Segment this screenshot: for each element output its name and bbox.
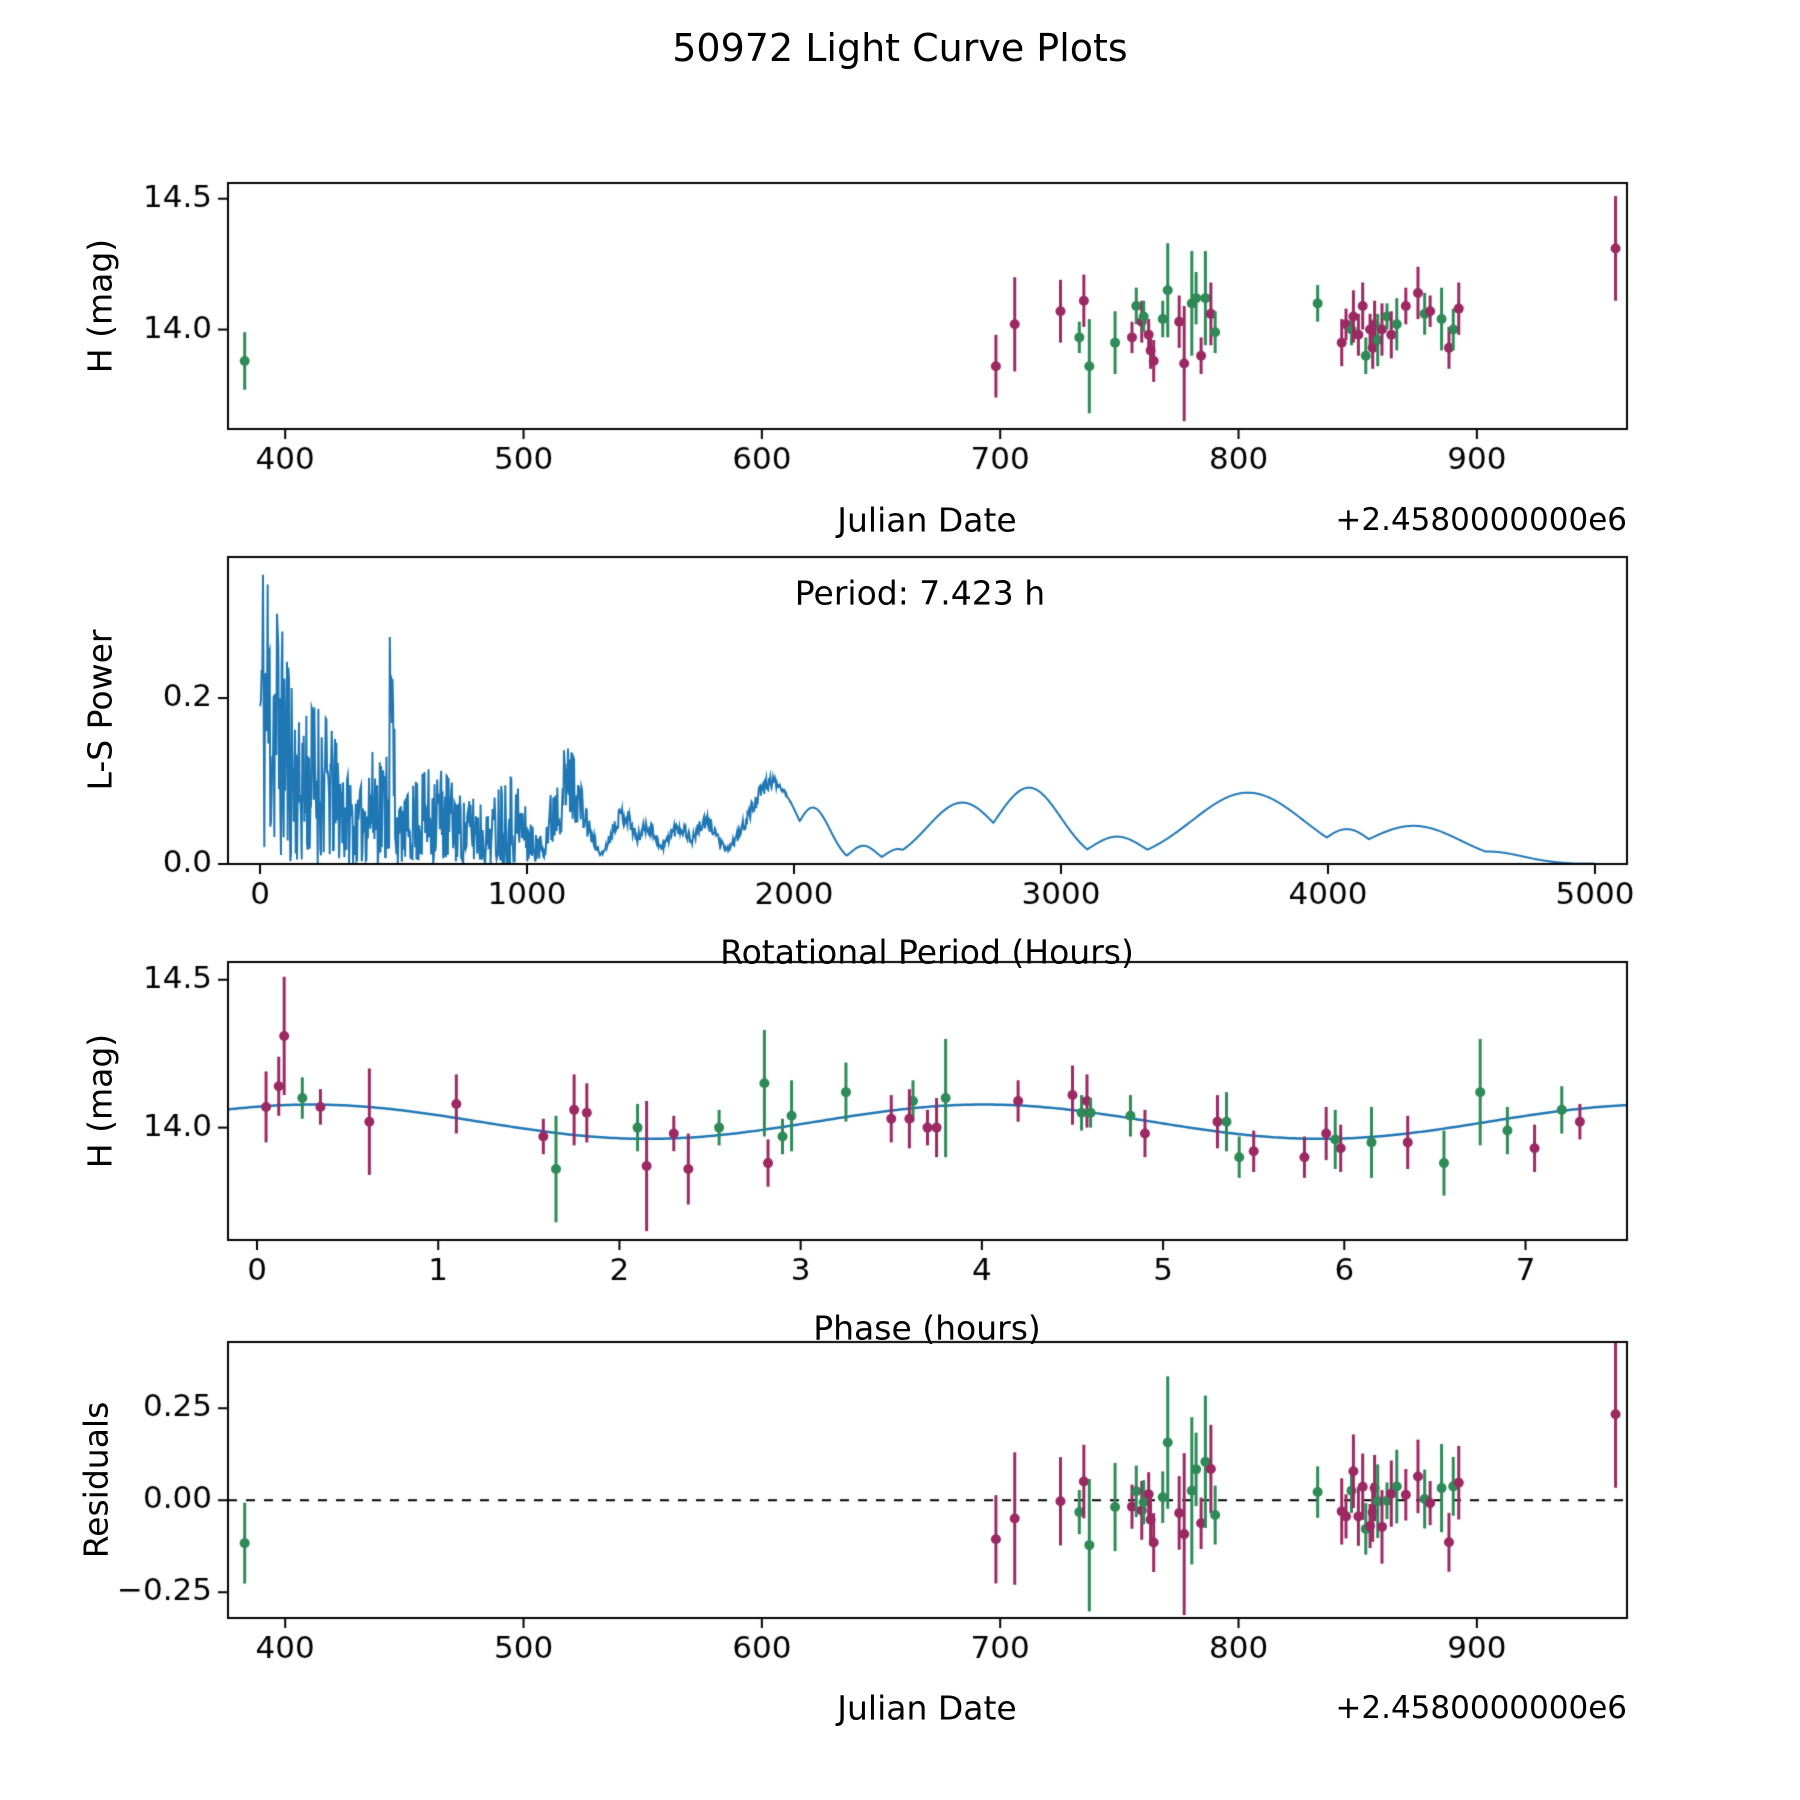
panel4-y-axis-label: Residuals	[76, 1401, 116, 1559]
panel1-x-axis-label: Julian Date	[837, 500, 1017, 540]
panel3-y-axis-label: H (mag)	[80, 1033, 120, 1169]
panel1-x-axis-offset: +2.4580000000e6	[1335, 502, 1627, 538]
figure-title: 50972 Light Curve Plots	[672, 26, 1128, 70]
period-annotation: Period: 7.423 h	[794, 573, 1046, 613]
panel4-x-axis-label: Julian Date	[837, 1688, 1017, 1728]
panel2-y-axis-label: L-S Power	[80, 629, 120, 791]
panel1-y-axis-label: H (mag)	[80, 238, 120, 374]
panel2-x-axis-label: Rotational Period (Hours)	[720, 932, 1134, 972]
panel4-x-axis-offset: +2.4580000000e6	[1335, 1690, 1627, 1726]
panel3-x-axis-label: Phase (hours)	[813, 1308, 1041, 1348]
